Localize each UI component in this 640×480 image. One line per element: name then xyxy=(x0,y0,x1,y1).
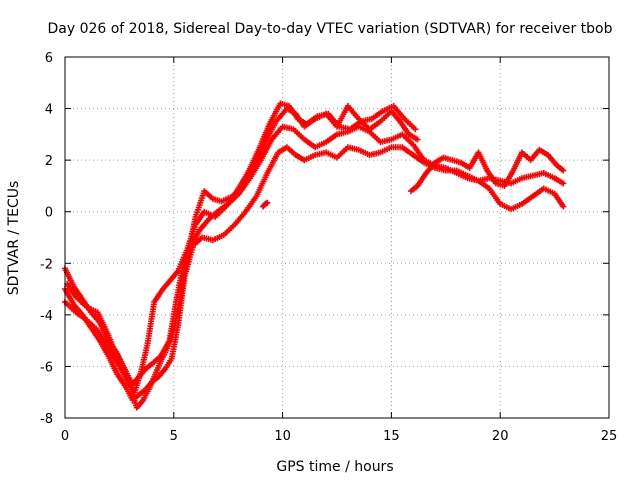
data-points xyxy=(62,100,567,411)
x-tick-label: 20 xyxy=(492,429,509,444)
series-track-1 xyxy=(62,123,567,388)
x-tick-label: 10 xyxy=(274,429,291,444)
y-tick-label: 0 xyxy=(45,206,53,221)
y-axis-label: SDTVAR / TECUs xyxy=(6,181,22,296)
data-point-marker xyxy=(412,126,419,133)
y-tick-label: 6 xyxy=(45,51,53,66)
data-point-marker xyxy=(560,167,567,174)
x-axis-label: GPS time / hours xyxy=(276,459,393,475)
data-point-marker xyxy=(560,180,567,187)
data-point-marker xyxy=(560,203,567,210)
series-track-4 xyxy=(64,100,419,396)
grid xyxy=(65,57,609,418)
data-point-marker xyxy=(414,136,421,143)
x-tick-label: 25 xyxy=(601,429,618,444)
y-tick-label: -6 xyxy=(40,360,53,375)
series-track-5 xyxy=(407,146,567,195)
axis-ticks: 0 5 10 15 20 25 -8 -6 -4 -2 0 2 4 6 xyxy=(40,51,617,444)
series-track-3 xyxy=(62,102,421,411)
plot-frame xyxy=(64,56,610,419)
y-tick-label: 2 xyxy=(45,154,53,169)
series-track-2 xyxy=(62,144,567,403)
y-tick-label: -8 xyxy=(40,412,53,427)
data-point-marker xyxy=(264,199,271,206)
y-tick-label: -2 xyxy=(40,257,53,272)
y-tick-label: -4 xyxy=(40,309,53,324)
chart-title: Day 026 of 2018, Sidereal Day-to-day VTE… xyxy=(47,21,612,37)
x-tick-label: 5 xyxy=(170,429,178,444)
x-tick-label: 0 xyxy=(61,429,69,444)
x-tick-label: 15 xyxy=(383,429,400,444)
series-track-6 xyxy=(260,199,271,210)
y-tick-label: 4 xyxy=(45,103,53,118)
